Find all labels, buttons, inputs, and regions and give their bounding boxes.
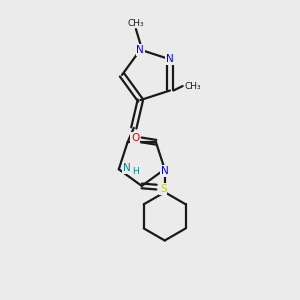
- Text: S: S: [160, 184, 166, 194]
- Text: CH₃: CH₃: [128, 19, 144, 28]
- Text: H: H: [133, 167, 139, 176]
- Text: N: N: [161, 166, 169, 176]
- Text: N: N: [123, 163, 131, 173]
- Text: N: N: [136, 45, 144, 55]
- Text: N: N: [166, 54, 174, 64]
- Text: CH₃: CH₃: [184, 82, 201, 91]
- Text: O: O: [131, 133, 140, 143]
